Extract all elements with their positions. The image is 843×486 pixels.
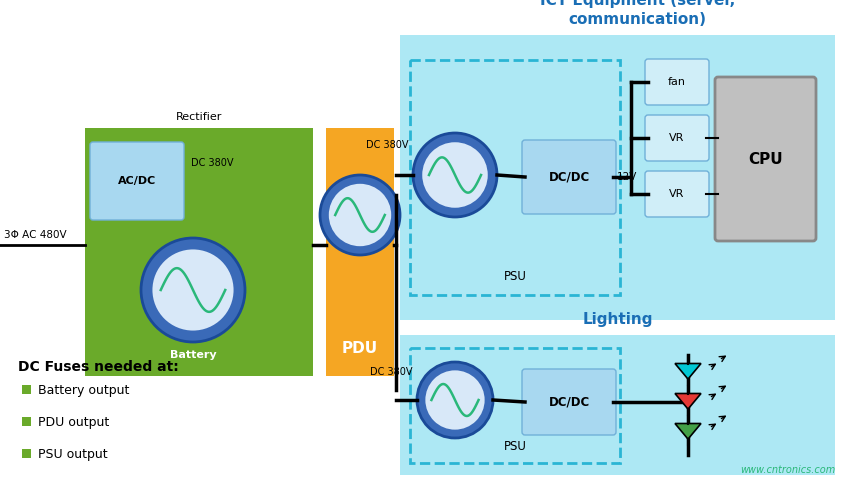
Circle shape [417,362,493,438]
FancyBboxPatch shape [90,142,184,220]
Text: Battery output: Battery output [38,383,129,397]
Circle shape [329,184,391,246]
FancyBboxPatch shape [715,77,816,241]
Text: DC Fuses needed at:: DC Fuses needed at: [18,360,179,374]
Text: PSU output: PSU output [38,448,108,461]
Bar [400,35,835,320]
Bar [22,385,31,394]
Text: CPU: CPU [749,152,783,167]
Text: VR: VR [669,133,685,143]
Text: ICT Equipment (server,
communication): ICT Equipment (server, communication) [540,0,735,27]
Text: www.cntronics.com: www.cntronics.com [740,465,835,475]
Bar [410,60,620,295]
Text: VR: VR [669,189,685,199]
Text: Lighting: Lighting [583,312,652,327]
Circle shape [426,370,485,430]
Text: PSU: PSU [503,270,526,283]
Circle shape [153,249,234,330]
FancyBboxPatch shape [522,140,616,214]
FancyBboxPatch shape [645,115,709,161]
Bar [22,417,31,426]
Text: 3Φ AC 480V: 3Φ AC 480V [4,230,67,240]
Circle shape [141,238,245,342]
Text: Battery: Battery [169,350,217,360]
FancyBboxPatch shape [522,369,616,435]
Text: PSU: PSU [503,440,526,453]
FancyBboxPatch shape [645,171,709,217]
Text: DC/DC: DC/DC [549,396,589,409]
Bar [85,128,313,376]
Text: fan: fan [668,77,686,87]
Polygon shape [675,423,701,439]
Polygon shape [675,364,701,379]
Circle shape [413,133,497,217]
Text: DC/DC: DC/DC [549,171,589,184]
Bar [326,128,394,376]
Bar [22,449,31,458]
Text: DC 380V: DC 380V [191,158,234,168]
Text: PDU output: PDU output [38,416,110,429]
Text: PDU: PDU [342,341,378,355]
Text: 12V: 12V [617,172,637,182]
FancyBboxPatch shape [645,59,709,105]
Bar [400,335,835,475]
Text: AC/DC: AC/DC [118,176,156,186]
Text: DC 380V: DC 380V [366,140,408,150]
Bar [410,348,620,463]
Circle shape [320,175,400,255]
Text: Rectifier: Rectifier [176,112,223,122]
Circle shape [422,142,488,208]
Polygon shape [675,394,701,409]
Text: DC 380V: DC 380V [369,367,412,377]
